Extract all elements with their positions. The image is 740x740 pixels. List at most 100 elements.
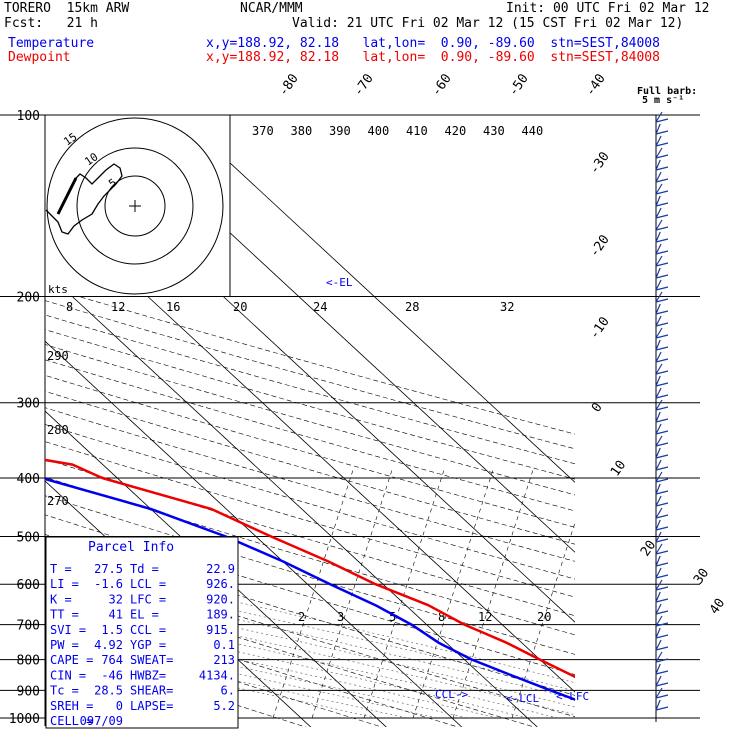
mixing-ratio-label: 8 [438, 610, 445, 624]
wind-barb [655, 411, 669, 423]
isotherm-label: -20 [587, 232, 613, 260]
theta-label: 420 [445, 124, 467, 138]
wind-barb [655, 567, 669, 579]
parcel-cell: -46 [101, 668, 123, 682]
wind-barb [655, 243, 669, 255]
parcel-cell: K = [50, 592, 72, 606]
parcel-cell: 5.2 [213, 699, 235, 713]
legend-temperature: Temperature [8, 36, 95, 51]
parcel-cell: 4134. [199, 668, 235, 682]
wind-barb [655, 219, 669, 231]
parcel-cell: LFC = [130, 592, 166, 606]
isotherm-label: -40 [583, 71, 609, 99]
wind-barb [655, 639, 669, 651]
parcel-cell: CIN = [50, 668, 86, 682]
wind-barb [655, 555, 669, 567]
parcel-cell: CCL = [130, 623, 166, 637]
parcel-info: Parcel Info T = 27.5 Td = 22.9 LI = -1.6 LCL = 9… [45, 536, 239, 729]
moist-adiabat-line [45, 603, 558, 719]
pressure-tick-label: 400 [17, 472, 40, 487]
isotherm-label: 30 [691, 566, 712, 587]
parcel-cell: 926. [206, 577, 235, 591]
pressure-tick-label: 1000 [9, 712, 40, 727]
dry-adiabat-line [45, 359, 575, 512]
dry-adiabat-line [45, 495, 575, 655]
wind-barb [655, 183, 669, 195]
level-annotation: <-LCL [506, 692, 539, 705]
legend-dewpoint: Dewpoint [8, 50, 71, 65]
isotherm-label: 20 [638, 538, 659, 559]
wind-barb [655, 375, 669, 387]
dry-adiabat-line [45, 458, 575, 617]
isotherm-label: 10 [608, 458, 629, 479]
pressure-tick-label: 300 [17, 397, 40, 412]
barb-legend-title: Full barb: [637, 86, 697, 97]
parcel-cell: 41 [109, 608, 123, 622]
parcel-title: Parcel Info [88, 540, 174, 555]
location-line-1: x,y=188.92, 82.18 lat,lon= 0.90, -89.60 … [206, 36, 660, 51]
pressure-tick-label: 700 [17, 619, 40, 634]
moist-adiabat-line [45, 619, 498, 719]
hodograph-ring [76, 147, 194, 265]
wind-barb [655, 135, 669, 147]
header: TORERO 15km ARW NCAR/MMM Init: 00 UTC Fr… [0, 0, 740, 70]
parcel-cell: 915. [206, 623, 235, 637]
mixing-ratio-line [452, 469, 534, 719]
dry-adiabat-line [45, 329, 575, 480]
parcel-cell: 0.1 [213, 638, 235, 652]
wind-barb [655, 387, 669, 399]
pressure-tick-label: 200 [17, 291, 40, 306]
wind-barb [655, 303, 669, 315]
pressure-tick-label: 600 [17, 578, 40, 593]
parcel-cell: LAPSE= [130, 699, 173, 713]
dry-adiabat-line [45, 344, 575, 496]
forecast-hour: Fcst: 21 h [4, 16, 98, 31]
wind-barb [655, 435, 669, 447]
mixing-ratio-line [412, 469, 494, 719]
wind-speed-label: 20 [233, 300, 247, 314]
theta-label: 390 [329, 124, 351, 138]
wind-barb [655, 123, 669, 135]
parcel-cell: 4.92 [94, 638, 123, 652]
wind-barb [655, 195, 669, 207]
dry-adiabat-line [45, 300, 575, 450]
wind-barb [655, 591, 669, 603]
wind-barb [655, 291, 669, 303]
wind-barb [655, 363, 669, 375]
mixing-ratio-label: 20 [537, 610, 551, 624]
wind-barb [655, 627, 669, 639]
pressure-tick-label: 900 [17, 684, 40, 699]
parcel-cell: PW = [50, 638, 79, 652]
wind-barb [655, 615, 669, 627]
parcel-cell: TT = [50, 608, 79, 622]
wind-barb [655, 339, 669, 351]
wind-barb [655, 147, 669, 159]
hodograph-ring-label: 15 [61, 130, 79, 148]
pressure-tick-label: 500 [17, 530, 40, 545]
parcel-cell: SREH = [50, 699, 93, 713]
parcel-box [45, 536, 239, 729]
hodograph-ring [104, 175, 166, 237]
barb-legend-units: 5 m s⁻¹ [642, 95, 684, 106]
isotherm-label: -30 [587, 149, 613, 177]
parcel-cell: 097/09 [80, 714, 123, 728]
wind-barb [655, 111, 669, 123]
mixing-ratio-label: 3 [337, 610, 344, 624]
wind-speed-label: 12 [111, 300, 125, 314]
wind-barb [655, 699, 669, 711]
wind-barb [655, 663, 669, 675]
parcel-cell: Tc = [50, 684, 79, 698]
wind-barb [655, 495, 669, 507]
pressure-tick-label: 100 [17, 109, 40, 124]
wind-barb [655, 531, 669, 543]
init-time: Init: 00 UTC Fri 02 Mar 12 [506, 1, 710, 16]
isotherm-label: -10 [587, 314, 613, 342]
mixing-ratio-line [272, 469, 354, 719]
mixing-ratio-label: 12 [478, 610, 492, 624]
isotherm-line [45, 340, 463, 727]
dry-adiabat-label: 270 [47, 494, 69, 508]
parcel-cell: SVI = [50, 623, 86, 637]
hodograph-trace [45, 163, 123, 235]
parcel-cell: 920. [206, 592, 235, 606]
parcel-cell: 0 [116, 699, 123, 713]
